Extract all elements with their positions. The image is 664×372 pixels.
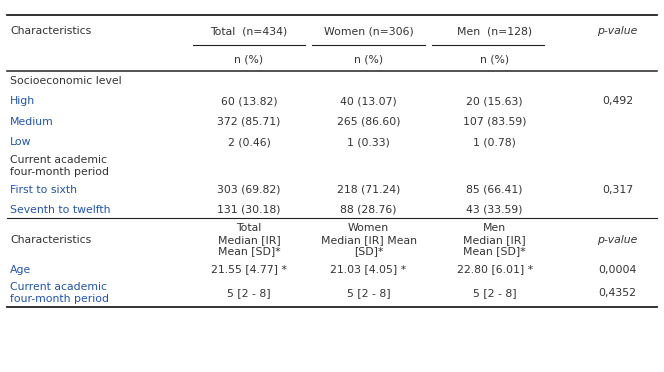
Text: High: High — [10, 96, 35, 106]
Text: Women (n=306): Women (n=306) — [323, 26, 414, 36]
Text: n (%): n (%) — [234, 54, 264, 64]
Text: First to sixth: First to sixth — [10, 185, 77, 195]
Text: 60 (13.82): 60 (13.82) — [220, 96, 278, 106]
Text: 21.03 [4.05] *: 21.03 [4.05] * — [331, 264, 406, 275]
Text: Total
Median [IR]
Mean [SD]*: Total Median [IR] Mean [SD]* — [218, 223, 280, 256]
Text: p-value: p-value — [598, 26, 637, 36]
Text: 107 (83.59): 107 (83.59) — [463, 117, 527, 127]
Text: 0,492: 0,492 — [602, 96, 633, 106]
Text: 22.80 [6.01] *: 22.80 [6.01] * — [457, 264, 533, 275]
Text: 0,0004: 0,0004 — [598, 264, 637, 275]
Text: Medium: Medium — [10, 117, 54, 127]
Text: 85 (66.41): 85 (66.41) — [466, 185, 523, 195]
Text: Men
Median [IR]
Mean [SD]*: Men Median [IR] Mean [SD]* — [463, 223, 526, 256]
Text: Socioeconomic level: Socioeconomic level — [10, 76, 122, 86]
Text: 0,317: 0,317 — [602, 185, 633, 195]
Text: Seventh to twelfth: Seventh to twelfth — [10, 205, 110, 215]
Text: Age: Age — [10, 264, 31, 275]
Text: 5 [2 - 8]: 5 [2 - 8] — [473, 288, 517, 298]
Text: 0,4352: 0,4352 — [598, 288, 637, 298]
Text: 1 (0.78): 1 (0.78) — [473, 137, 516, 147]
Text: 40 (13.07): 40 (13.07) — [340, 96, 397, 106]
Text: Current academic
four-month period: Current academic four-month period — [10, 282, 109, 304]
Text: 131 (30.18): 131 (30.18) — [217, 205, 281, 215]
Text: 43 (33.59): 43 (33.59) — [466, 205, 523, 215]
Text: 218 (71.24): 218 (71.24) — [337, 185, 400, 195]
Text: Men  (n=128): Men (n=128) — [457, 26, 533, 36]
Text: 2 (0.46): 2 (0.46) — [228, 137, 270, 147]
Text: 1 (0.33): 1 (0.33) — [347, 137, 390, 147]
Text: Women
Median [IR] Mean
[SD]*: Women Median [IR] Mean [SD]* — [321, 223, 416, 256]
Text: 88 (28.76): 88 (28.76) — [340, 205, 397, 215]
Text: Current academic
four-month period: Current academic four-month period — [10, 155, 109, 177]
Text: Characteristics: Characteristics — [10, 235, 91, 245]
Text: 20 (15.63): 20 (15.63) — [466, 96, 523, 106]
Text: 265 (86.60): 265 (86.60) — [337, 117, 400, 127]
Text: Low: Low — [10, 137, 31, 147]
Text: p-value: p-value — [598, 235, 637, 245]
Text: 303 (69.82): 303 (69.82) — [217, 185, 281, 195]
Text: Total  (n=434): Total (n=434) — [210, 26, 288, 36]
Text: 5 [2 - 8]: 5 [2 - 8] — [347, 288, 390, 298]
Text: n (%): n (%) — [354, 54, 383, 64]
Text: 21.55 [4.77] *: 21.55 [4.77] * — [211, 264, 287, 275]
Text: 5 [2 - 8]: 5 [2 - 8] — [227, 288, 271, 298]
Text: n (%): n (%) — [480, 54, 509, 64]
Text: 372 (85.71): 372 (85.71) — [217, 117, 281, 127]
Text: Characteristics: Characteristics — [10, 26, 91, 36]
